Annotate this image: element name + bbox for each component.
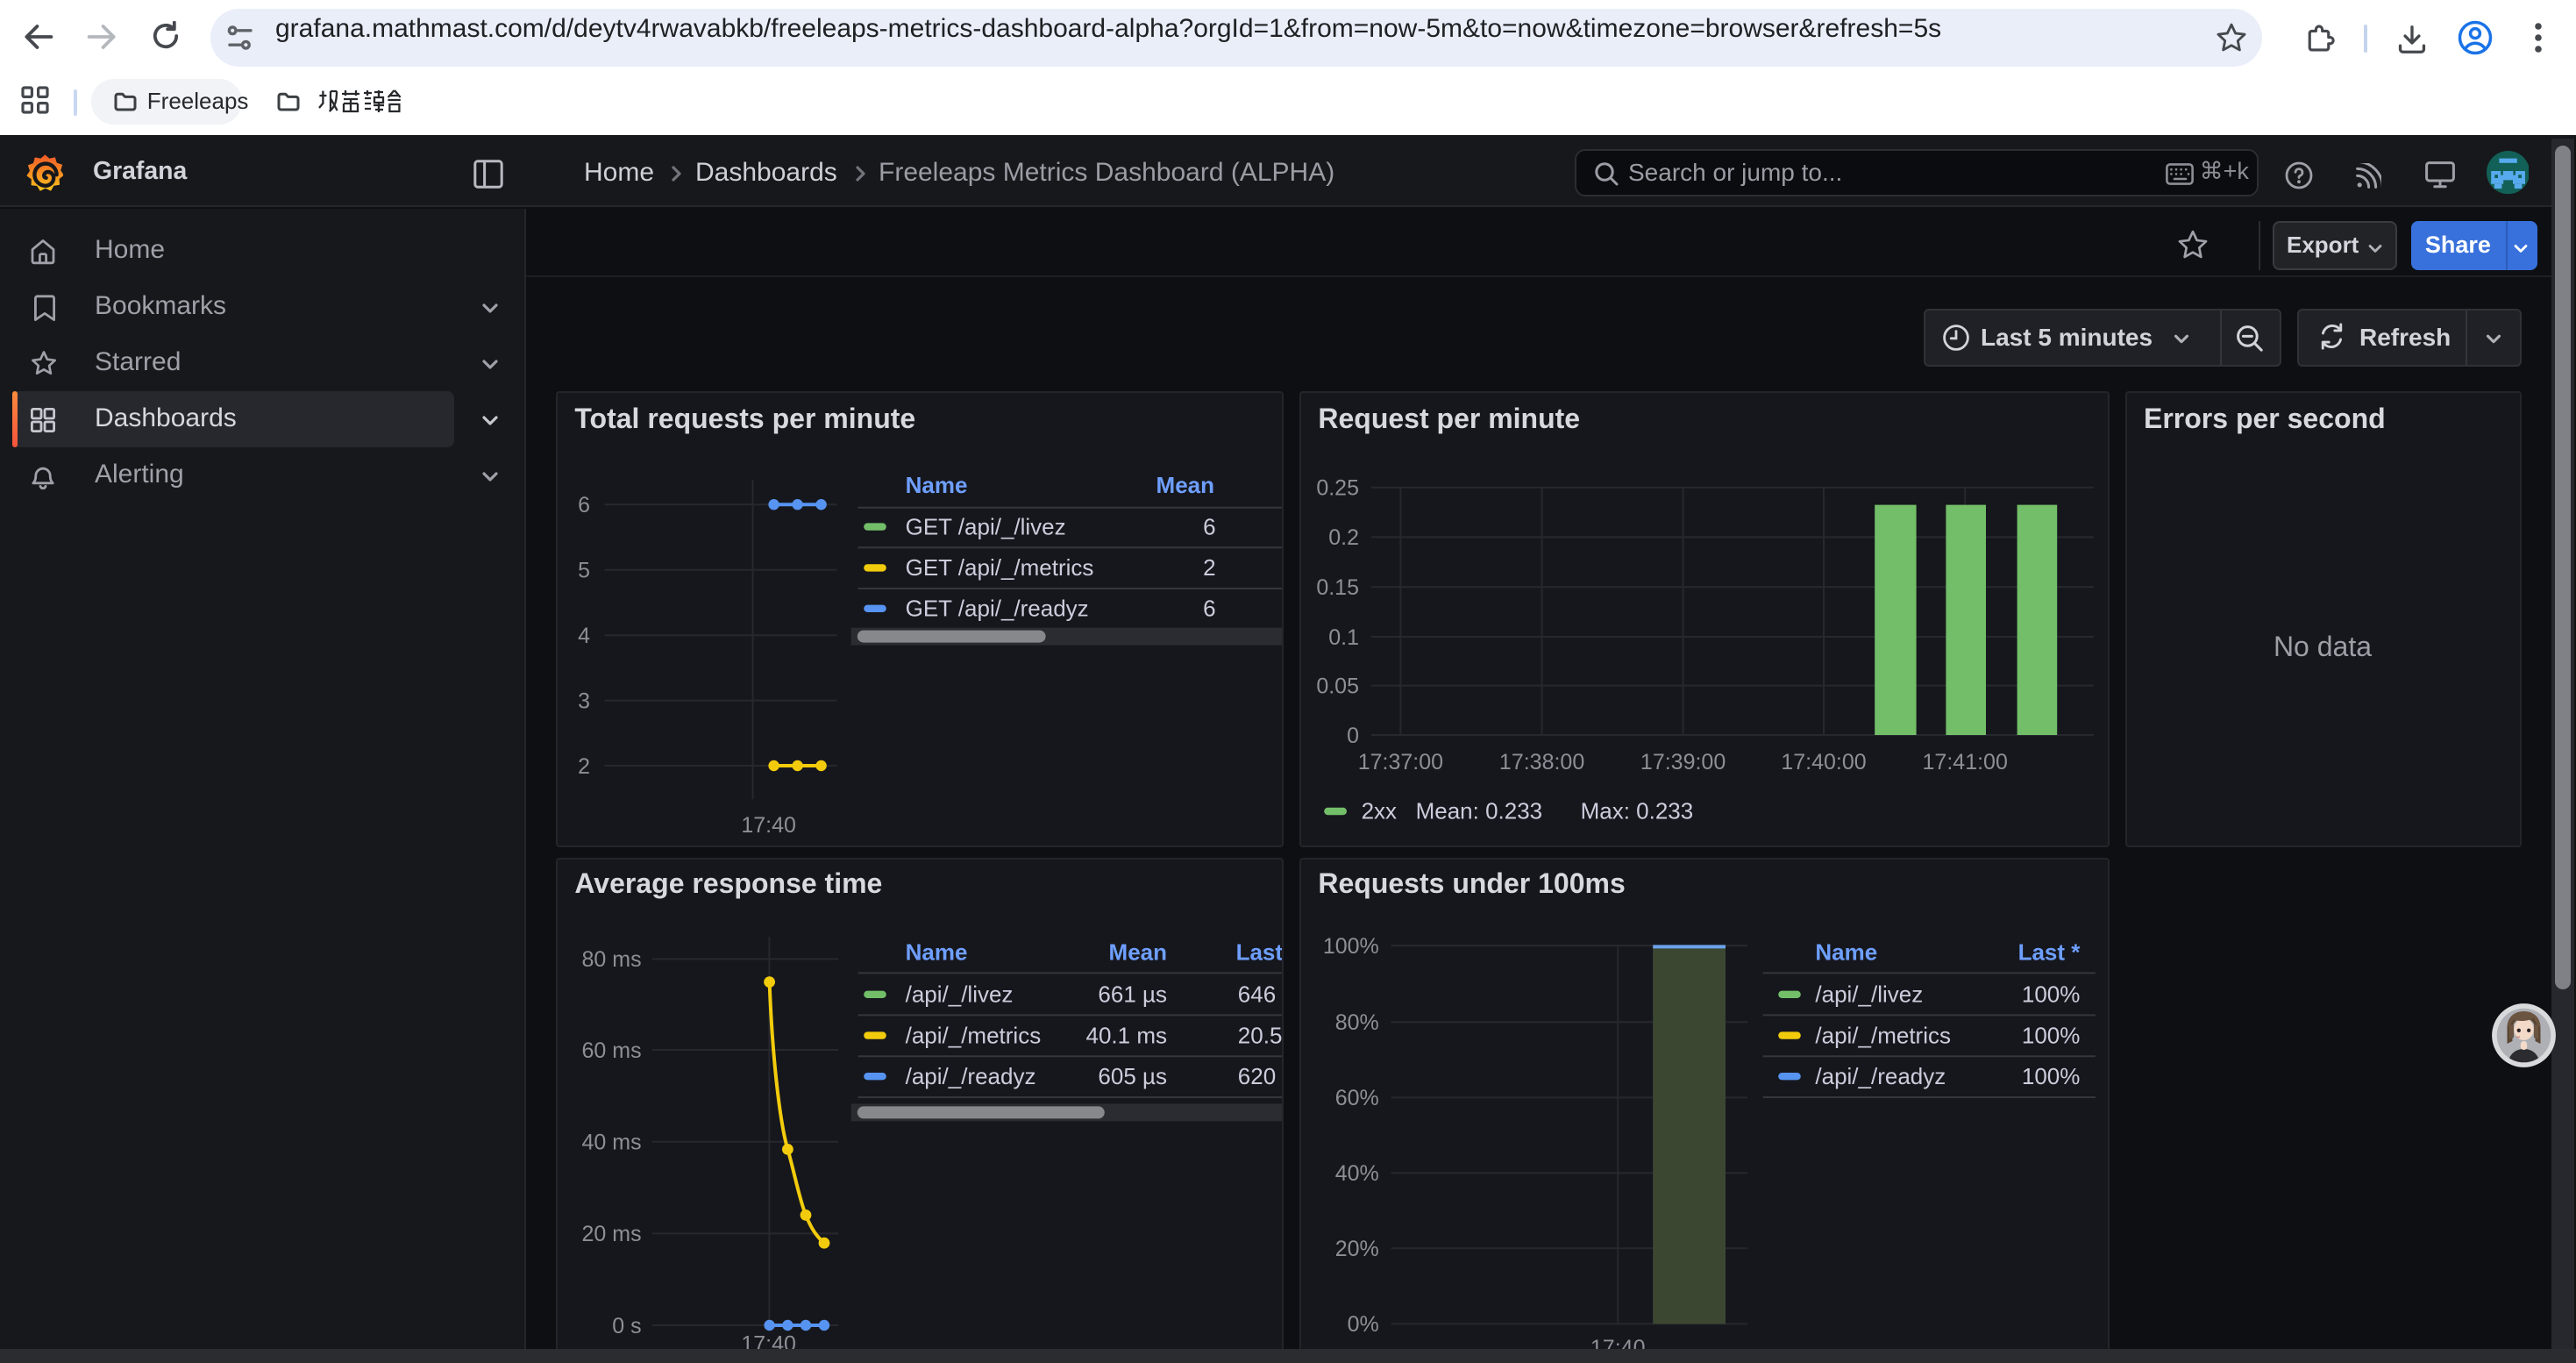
svg-text:Mean: Mean — [1108, 938, 1166, 965]
svg-text:/api/_/readyz: /api/_/readyz — [905, 1062, 1035, 1088]
svg-text:661 µs: 661 µs — [1098, 981, 1167, 1007]
svg-text:60 ms: 60 ms — [581, 1038, 641, 1062]
svg-text:646: 646 — [1237, 981, 1275, 1007]
svg-text:5: 5 — [577, 559, 589, 583]
svg-text:40.1 ms: 40.1 ms — [1085, 1022, 1167, 1048]
svg-text:17:41:00: 17:41:00 — [1922, 750, 2007, 774]
svg-text:Name: Name — [1815, 938, 1877, 965]
svg-text:2xx: 2xx — [1361, 798, 1396, 824]
svg-text:17:40: 17:40 — [741, 813, 796, 838]
svg-text:0.1: 0.1 — [1328, 625, 1359, 650]
svg-text:0: 0 — [1346, 724, 1358, 748]
svg-text:6: 6 — [1203, 513, 1215, 539]
svg-text:0%: 0% — [1347, 1312, 1378, 1337]
svg-text:620: 620 — [1237, 1062, 1275, 1088]
svg-text:100%: 100% — [1322, 933, 1378, 958]
svg-text:17:37:00: 17:37:00 — [1357, 750, 1442, 774]
svg-text:80 ms: 80 ms — [581, 947, 641, 972]
svg-text:0.2: 0.2 — [1328, 525, 1359, 550]
svg-text:GET /api/_/readyz: GET /api/_/readyz — [905, 596, 1088, 622]
svg-text:20.5 m: 20.5 m — [1237, 1022, 1281, 1048]
svg-text:20%: 20% — [1334, 1236, 1378, 1260]
svg-text:/api/_/livez: /api/_/livez — [905, 981, 1013, 1007]
svg-text:4: 4 — [577, 624, 589, 648]
svg-text:40%: 40% — [1334, 1161, 1378, 1186]
svg-text:2: 2 — [577, 754, 589, 779]
svg-text:GET /api/_/livez: GET /api/_/livez — [905, 513, 1065, 539]
svg-text:Max: 0.233: Max: 0.233 — [1580, 798, 1693, 824]
svg-text:6: 6 — [1203, 596, 1215, 622]
svg-text:80%: 80% — [1334, 1010, 1378, 1034]
svg-text:60%: 60% — [1334, 1086, 1378, 1110]
svg-text:17:40:00: 17:40:00 — [1781, 750, 1866, 774]
svg-text:17:38:00: 17:38:00 — [1498, 750, 1583, 774]
svg-text:Mean: 0.233: Mean: 0.233 — [1415, 798, 1542, 824]
svg-text:20 ms: 20 ms — [581, 1222, 641, 1246]
svg-text:GET /api/_/metrics: GET /api/_/metrics — [905, 554, 1093, 581]
svg-text:2: 2 — [1203, 554, 1215, 581]
svg-text:100%: 100% — [2021, 1022, 2080, 1048]
svg-text:17:39:00: 17:39:00 — [1640, 750, 1725, 774]
svg-text:/api/_/metrics: /api/_/metrics — [905, 1022, 1041, 1048]
svg-text:0.15: 0.15 — [1316, 575, 1359, 600]
svg-text:/api/_/readyz: /api/_/readyz — [1815, 1062, 1946, 1088]
svg-text:40 ms: 40 ms — [581, 1130, 641, 1154]
svg-text:0.25: 0.25 — [1316, 476, 1359, 501]
svg-text:Mean: Mean — [1156, 472, 1213, 498]
svg-text:0.05: 0.05 — [1316, 674, 1359, 698]
svg-text:Last *: Last * — [1235, 938, 1281, 965]
svg-text:Name: Name — [905, 938, 967, 965]
svg-text:100%: 100% — [2021, 1062, 2080, 1088]
svg-text:Last *: Last * — [2017, 938, 2081, 965]
svg-text:Name: Name — [905, 472, 967, 498]
svg-text:3: 3 — [577, 689, 589, 713]
svg-text:6: 6 — [577, 493, 589, 517]
svg-text:0 s: 0 s — [612, 1313, 641, 1338]
svg-text:/api/_/metrics: /api/_/metrics — [1815, 1022, 1951, 1048]
svg-text:/api/_/livez: /api/_/livez — [1815, 981, 1923, 1007]
svg-text:100%: 100% — [2021, 981, 2080, 1007]
svg-text:605 µs: 605 µs — [1098, 1062, 1167, 1088]
